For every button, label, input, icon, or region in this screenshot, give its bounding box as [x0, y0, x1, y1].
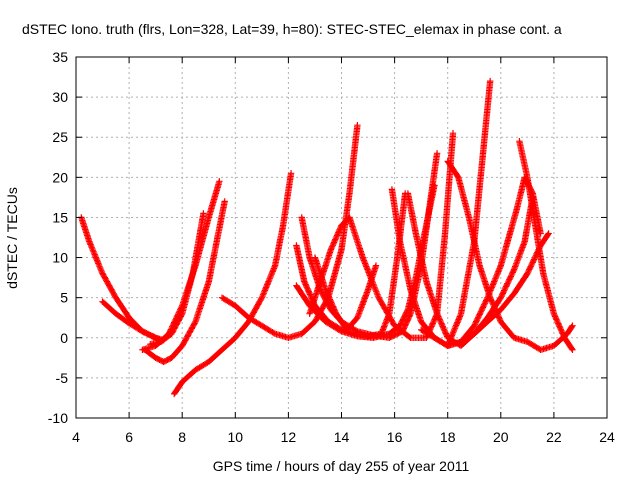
series-track: [99, 298, 165, 345]
y-axis-title: dSTEC / TECUs: [4, 187, 20, 289]
series-track: [139, 178, 223, 353]
x-tick-label: 22: [546, 429, 562, 445]
plus-markers: [147, 210, 207, 348]
plus-markers: [99, 298, 165, 345]
plus-markers: [444, 230, 552, 349]
plus-markers: [78, 214, 167, 344]
y-tick-label: 10: [52, 250, 68, 266]
data-points: [78, 77, 576, 398]
plus-markers: [388, 77, 494, 349]
series-track: [516, 138, 576, 353]
x-tick-label: 4: [72, 429, 80, 445]
plus-markers: [141, 198, 228, 365]
y-tick-label: 5: [60, 290, 68, 306]
plus-markers: [306, 130, 457, 341]
y-tick-label: 30: [52, 89, 68, 105]
y-tick-label: -10: [48, 410, 68, 426]
y-tick-label: 20: [52, 169, 68, 185]
plus-markers: [139, 178, 223, 353]
x-tick-label: 12: [281, 429, 297, 445]
x-tick-label: 20: [493, 429, 509, 445]
x-tick-label: 24: [599, 429, 615, 445]
x-tick-label: 6: [125, 429, 133, 445]
series-track: [444, 158, 576, 353]
series-track: [444, 230, 552, 349]
chart-title: dSTEC Iono. truth (flrs, Lon=328, Lat=39…: [22, 21, 562, 37]
y-tick-label: 35: [52, 49, 68, 65]
x-axis-ticks: 4 6 8 10 12 14 16 18 20 22 24: [72, 57, 615, 445]
y-axis-ticks: -10 -5 0 5 10 15 20 25 30 35: [48, 49, 607, 426]
x-tick-label: 18: [440, 429, 456, 445]
series-track: [147, 210, 207, 348]
series-track: [171, 170, 295, 398]
series-track: [388, 77, 494, 349]
plus-markers: [444, 158, 576, 353]
x-tick-label: 10: [228, 429, 244, 445]
plus-markers: [171, 170, 295, 398]
series-track: [78, 214, 167, 344]
x-tick-label: 8: [178, 429, 186, 445]
y-tick-label: -5: [56, 370, 69, 386]
series-track: [306, 130, 457, 341]
series-track: [141, 198, 228, 365]
plus-markers: [516, 138, 576, 353]
y-tick-label: 0: [60, 330, 68, 346]
x-tick-label: 16: [387, 429, 403, 445]
y-tick-label: 15: [52, 209, 68, 225]
x-axis-title: GPS time / hours of day 255 of year 2011: [213, 458, 470, 474]
x-tick-label: 14: [334, 429, 350, 445]
y-tick-label: 25: [52, 129, 68, 145]
